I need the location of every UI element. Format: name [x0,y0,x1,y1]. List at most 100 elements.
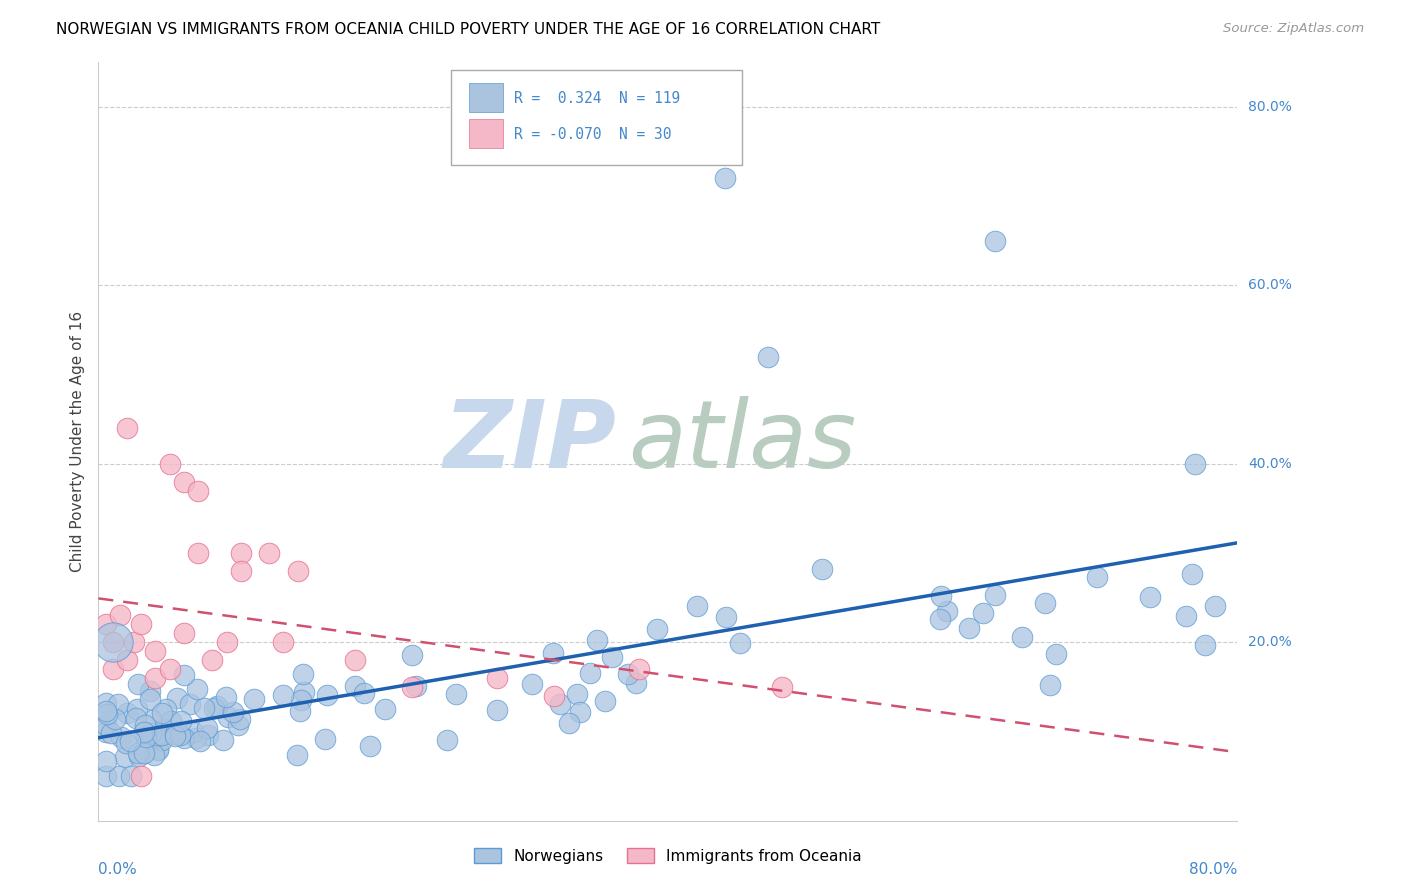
Point [548,697,571,711]
Point [127,746,149,760]
Point [1181,567,1204,582]
Point [292,666,315,681]
Point [202,701,225,715]
Point [401,680,423,694]
Text: 60.0%: 60.0% [1249,278,1292,293]
Point [343,679,366,693]
Point [96,706,118,721]
Point [166,691,188,706]
Point [444,687,467,701]
Point [436,733,458,747]
Point [568,705,591,719]
Text: 80.0%: 80.0% [1189,863,1237,878]
Point [600,650,623,665]
Text: R =  0.324  N = 119: R = 0.324 N = 119 [515,91,681,105]
Point [1085,570,1108,584]
Point [150,733,173,747]
Point [173,731,195,745]
Point [565,687,588,701]
Point [153,722,176,736]
Point [984,234,1007,248]
Point [212,733,235,747]
Point [259,546,281,560]
Point [173,475,195,489]
Point [929,589,952,603]
Point [100,725,122,739]
Point [146,743,169,757]
Point [94,704,117,718]
Point [359,739,381,754]
Point [229,564,252,578]
Point [146,742,169,756]
Point [117,706,139,720]
Point [1174,609,1197,624]
Point [160,714,183,728]
Point [486,671,509,685]
Point [184,731,207,746]
Point [285,747,308,762]
Point [94,754,117,768]
Point [374,702,396,716]
Point [1139,590,1161,604]
Text: 0.0%: 0.0% [98,863,138,878]
Point [353,686,375,700]
Point [314,731,336,746]
Point [972,606,994,620]
Point [205,699,228,714]
Point [1204,599,1226,614]
Point [287,564,309,578]
Point [193,700,215,714]
Point [935,604,957,618]
Point [728,635,751,649]
Point [134,718,156,732]
Point [1039,678,1062,692]
Legend: Norwegians, Immigrants from Oceania: Norwegians, Immigrants from Oceania [468,842,868,870]
Text: ZIP: ZIP [444,395,617,488]
Point [226,718,249,732]
Point [163,729,186,743]
Point [541,647,564,661]
Point [485,703,508,717]
Point [217,710,239,724]
Point [195,721,218,735]
Point [139,683,162,698]
Point [770,680,793,694]
Text: R = -0.070  N = 30: R = -0.070 N = 30 [515,127,672,142]
Point [222,705,245,719]
Point [136,727,159,741]
Point [173,626,195,640]
Point [159,662,181,676]
Point [983,589,1005,603]
Point [928,612,950,626]
Point [271,688,294,702]
Point [145,671,167,685]
Point [617,666,640,681]
Point [187,483,209,498]
Point [215,635,238,649]
Point [150,728,173,742]
Point [186,681,208,696]
Point [593,694,616,708]
Point [686,599,709,614]
Point [401,648,423,662]
Text: 20.0%: 20.0% [1249,635,1292,649]
Point [101,662,124,676]
Point [94,718,117,732]
Point [94,724,117,739]
Point [1011,630,1033,644]
Point [756,350,779,364]
Point [292,684,315,698]
Point [94,769,117,783]
Point [150,706,173,720]
Point [557,715,579,730]
Point [108,769,131,783]
Point [543,689,565,703]
Text: atlas: atlas [628,396,856,487]
Point [122,635,145,649]
Point [101,635,124,649]
Point [714,610,737,624]
Point [139,692,162,706]
Point [118,734,141,748]
FancyBboxPatch shape [451,70,742,165]
Point [181,724,204,739]
